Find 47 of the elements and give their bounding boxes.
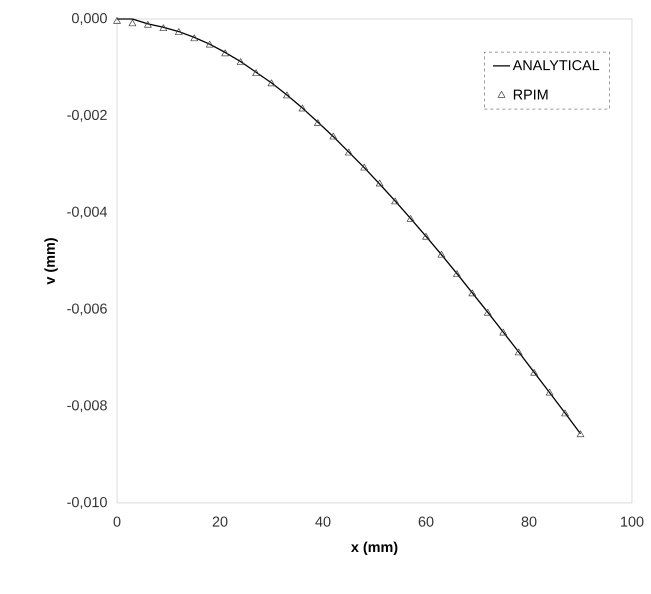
x-tick-label: 40 [315,516,330,527]
point [422,232,430,240]
point [190,34,198,42]
point [144,20,152,28]
point [113,17,121,24]
point [344,148,353,156]
point [160,24,168,32]
y-tick-label: -0,010 [67,497,107,509]
point [329,132,338,140]
point [391,198,399,204]
point [174,28,183,35]
point [561,410,569,416]
legend-label: ANALYTICAL [512,60,600,70]
y-tick-label: 0,000 [72,13,107,25]
point [252,69,260,76]
point [360,164,368,170]
point [314,119,322,126]
y-tick-label: -0,004 [67,206,108,219]
x-tick-label: 0 [114,516,120,527]
point [576,430,584,438]
point [438,250,446,258]
point [376,180,384,186]
point [298,104,306,112]
point [499,328,508,336]
x-tick-label: 60 [418,516,434,527]
point [268,79,276,86]
x-axis-title: x (mm) [350,542,398,556]
legend-label: RPIM [514,90,548,100]
point [206,40,214,48]
point [283,92,291,98]
y-tick-label: -0,006 [67,303,107,316]
y-tick-label: -0,002 [67,110,107,122]
point [530,368,538,376]
x-tick-label: 20 [212,516,228,527]
point [128,19,136,26]
x-tick-label: 100 [621,516,644,527]
point [453,270,461,277]
y-tick-label: -0,008 [67,400,107,412]
point [236,58,244,65]
point [514,348,523,356]
point [484,308,492,316]
y-axis-title: v (mm) [44,238,58,285]
point [221,49,229,56]
x-tick-label: 80 [522,516,536,527]
point [468,290,476,296]
point [546,388,554,396]
point [406,215,414,222]
